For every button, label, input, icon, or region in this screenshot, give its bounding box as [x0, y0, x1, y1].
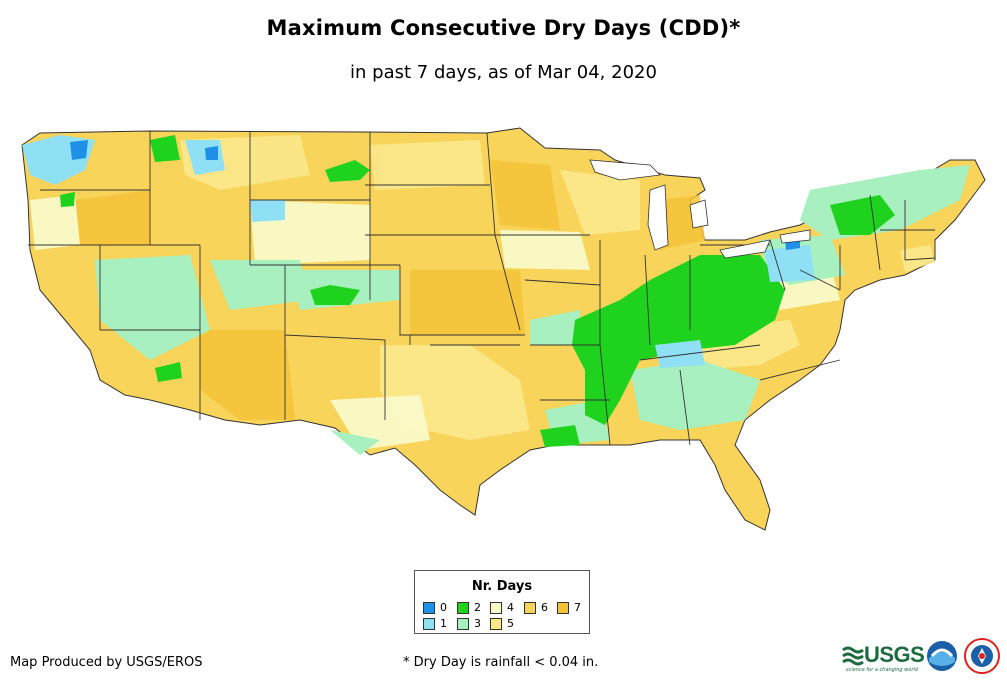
legend-item-4: 4	[490, 601, 514, 614]
legend-item-2: 2	[457, 601, 481, 614]
map-title: Maximum Consecutive Dry Days (CDD)*	[266, 16, 741, 40]
map-subtitle: in past 7 days, as of Mar 04, 2020	[350, 62, 657, 83]
usgs-logo-icon	[842, 646, 864, 666]
nws-logo-icon	[964, 638, 1000, 674]
legend-label: 6	[541, 601, 548, 614]
legend-item-6: 6	[524, 601, 548, 614]
legend-item-1: 1	[423, 617, 447, 630]
agency-logos: USGS science for a changing world	[842, 636, 1002, 682]
legend-swatch	[457, 601, 469, 614]
legend: Nr. Days 0 1 2 3 4 5 6	[414, 570, 590, 634]
usgs-logo-text: USGS	[864, 642, 925, 667]
legend-swatch	[524, 601, 536, 614]
great-lakes	[589, 159, 811, 259]
legend-title: Nr. Days	[471, 579, 533, 594]
cdd-5-day-areas	[180, 135, 935, 440]
conus-cdd-map	[21, 127, 986, 531]
legend-item-3: 3	[457, 617, 481, 630]
legend-item-7: 7	[557, 601, 581, 614]
legend-label: 4	[507, 601, 514, 614]
legend-label: 5	[507, 617, 514, 630]
dry-day-footnote: * Dry Day is rainfall < 0.04 in.	[403, 655, 599, 670]
legend-label: 2	[474, 601, 481, 614]
legend-swatch	[490, 601, 502, 614]
state-boundaries	[28, 131, 936, 446]
cdd-1-day-areas	[22, 135, 815, 368]
legend-swatch	[557, 601, 569, 614]
cdd-7-day-areas	[75, 160, 705, 420]
legend-swatch	[423, 601, 435, 614]
legend-label: 0	[440, 601, 447, 614]
cdd-2-day-areas	[60, 135, 895, 447]
legend-item-0: 0	[423, 601, 447, 614]
legend-label: 7	[574, 601, 581, 614]
legend-swatch	[457, 617, 469, 630]
usgs-tagline: science for a changing world	[846, 667, 918, 673]
legend-swatch	[423, 617, 435, 630]
legend-label: 3	[474, 617, 481, 630]
noaa-logo-icon	[927, 641, 957, 671]
legend-items: 0 1 2 3 4 5 6 7	[423, 601, 593, 631]
legend-swatch	[490, 617, 502, 630]
map-credit: Map Produced by USGS/EROS	[10, 655, 203, 670]
legend-label: 1	[440, 617, 447, 630]
legend-item-5: 5	[490, 617, 514, 630]
